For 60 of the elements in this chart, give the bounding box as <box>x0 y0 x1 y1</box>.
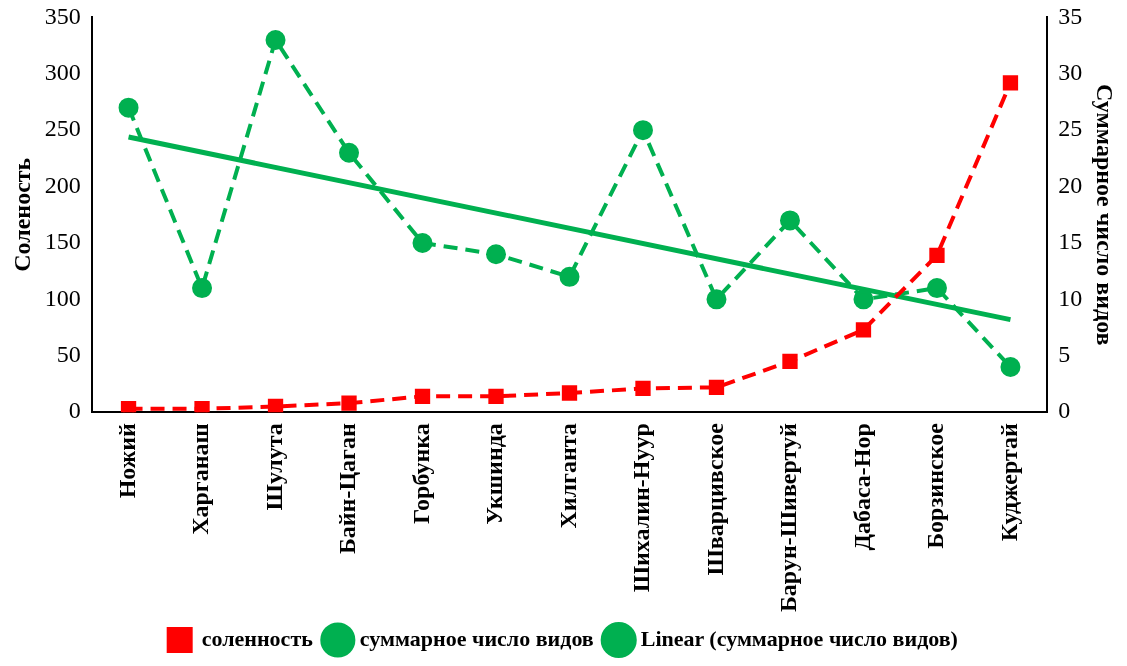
y2-tick-label: 0 <box>1058 397 1071 424</box>
x-tick-label: Харганаш <box>187 423 214 535</box>
point <box>192 278 213 299</box>
x-tick-label: Шулута <box>260 423 287 511</box>
point <box>632 120 653 141</box>
y2-tick-label: 15 <box>1058 228 1083 255</box>
y-tick-label: 100 <box>44 284 81 311</box>
point <box>1000 357 1021 378</box>
point <box>853 289 874 310</box>
legend-label: Linear (суммарное число видов) <box>640 625 958 651</box>
point <box>118 97 139 118</box>
point <box>561 385 578 401</box>
y2-tick-label: 35 <box>1058 2 1083 29</box>
point <box>855 322 872 338</box>
point <box>120 401 137 413</box>
point <box>782 353 798 370</box>
x-tick-label: Шварцивское <box>701 422 728 576</box>
point <box>1002 75 1019 91</box>
y2-tick-label: 10 <box>1058 284 1083 311</box>
x-tick-label: Шихалин-Нуур <box>628 423 655 593</box>
point <box>265 29 286 50</box>
point <box>414 388 431 405</box>
x-tick-label: Укшинда <box>481 423 508 525</box>
y2-axis-title: Суммарное число видов <box>1092 83 1119 346</box>
y-tick-label: 300 <box>44 59 81 86</box>
point <box>708 379 725 395</box>
x-tick-label: Барун-Шивертуй <box>775 422 802 613</box>
point <box>559 266 580 287</box>
y2-tick-label: 30 <box>1058 59 1083 86</box>
y-tick-label: 50 <box>56 341 81 368</box>
y-tick-label: 150 <box>44 228 81 255</box>
point <box>341 395 357 411</box>
point <box>779 210 800 231</box>
y-tick-label: 200 <box>44 171 81 198</box>
x-tick-label: Ножий <box>113 422 140 499</box>
point <box>488 388 504 405</box>
legend-label: соленность <box>201 625 314 651</box>
y2-tick-label: 20 <box>1058 171 1083 198</box>
y-tick-label: 0 <box>68 397 81 424</box>
x-tick-label: Хилганта <box>554 423 581 529</box>
legend-label: суммарное число видов <box>359 625 594 651</box>
point <box>486 244 507 265</box>
x-tick-label: Горбунка <box>407 423 434 525</box>
y2-tick-label: 5 <box>1058 341 1071 368</box>
x-tick-label: Куджертай <box>995 422 1022 542</box>
y2-tick-label: 25 <box>1058 115 1083 142</box>
y-tick-label: 350 <box>44 2 81 29</box>
point <box>929 247 945 264</box>
point <box>412 232 433 253</box>
point <box>194 401 210 413</box>
point <box>635 380 651 397</box>
x-tick-label: Борзинское <box>922 422 949 549</box>
y-tick-label: 250 <box>44 115 81 142</box>
x-tick-label: Байн-Цаган <box>334 422 361 555</box>
point <box>706 289 727 310</box>
point <box>926 278 947 299</box>
point <box>267 398 284 413</box>
y-axis-title: Соленость <box>8 157 35 272</box>
x-tick-label: Дабаса-Нор <box>848 423 875 551</box>
point <box>339 142 360 163</box>
